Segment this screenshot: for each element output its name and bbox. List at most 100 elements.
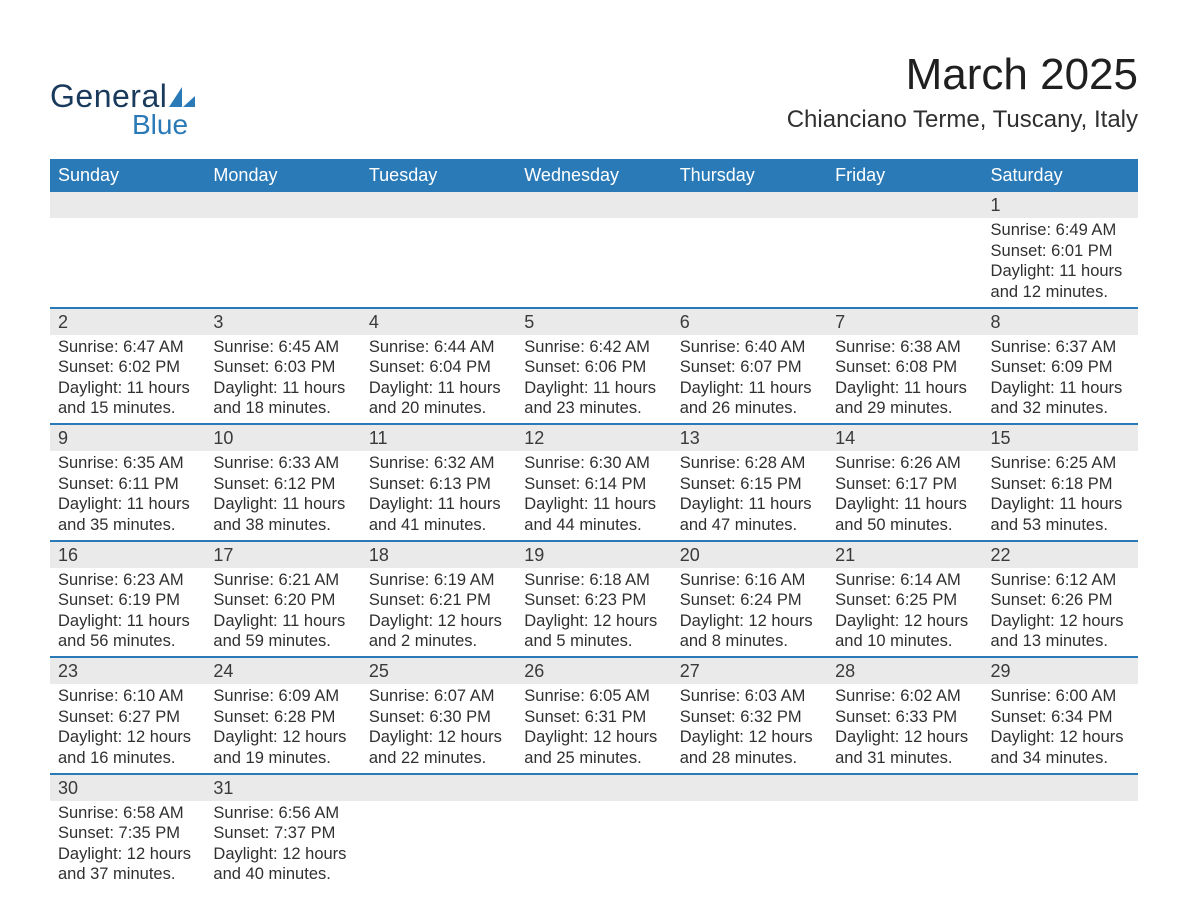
day-sunrise: Sunrise: 6:21 AM bbox=[213, 570, 352, 591]
day-d1: Daylight: 12 hours bbox=[58, 844, 197, 865]
day-number-cell bbox=[361, 774, 516, 801]
day-cell-body: Sunrise: 6:21 AMSunset: 6:20 PMDaylight:… bbox=[205, 568, 360, 657]
day-number: 14 bbox=[827, 425, 982, 451]
day-cell: Sunrise: 6:19 AMSunset: 6:21 PMDaylight:… bbox=[361, 568, 516, 658]
day-d1: Daylight: 11 hours bbox=[835, 378, 974, 399]
day-number: 1 bbox=[983, 192, 1138, 218]
day-number-cell: 11 bbox=[361, 424, 516, 451]
day-d1: Daylight: 11 hours bbox=[680, 494, 819, 515]
day-cell-body: Sunrise: 6:56 AMSunset: 7:37 PMDaylight:… bbox=[205, 801, 360, 890]
day-cell bbox=[516, 801, 671, 890]
day-cell: Sunrise: 6:49 AMSunset: 6:01 PMDaylight:… bbox=[983, 218, 1138, 308]
day-number-cell: 5 bbox=[516, 308, 671, 335]
day-d2: and 2 minutes. bbox=[369, 631, 508, 652]
day-cell: Sunrise: 6:18 AMSunset: 6:23 PMDaylight:… bbox=[516, 568, 671, 658]
day-number: 2 bbox=[50, 309, 205, 335]
day-d2: and 44 minutes. bbox=[524, 515, 663, 536]
day-cell-body bbox=[361, 218, 516, 224]
day-sunset: Sunset: 6:28 PM bbox=[213, 707, 352, 728]
day-sunrise: Sunrise: 6:25 AM bbox=[991, 453, 1130, 474]
day-d2: and 13 minutes. bbox=[991, 631, 1130, 652]
day-d2: and 53 minutes. bbox=[991, 515, 1130, 536]
day-d2: and 5 minutes. bbox=[524, 631, 663, 652]
day-sunrise: Sunrise: 6:16 AM bbox=[680, 570, 819, 591]
day-d1: Daylight: 11 hours bbox=[680, 378, 819, 399]
calendar-page: General Blue March 2025 Chianciano Terme… bbox=[0, 0, 1188, 919]
day-d1: Daylight: 12 hours bbox=[369, 611, 508, 632]
weekday-header: Friday bbox=[827, 159, 982, 192]
day-sunset: Sunset: 6:11 PM bbox=[58, 474, 197, 495]
day-cell-body bbox=[672, 801, 827, 807]
day-d1: Daylight: 12 hours bbox=[58, 727, 197, 748]
day-sunset: Sunset: 6:34 PM bbox=[991, 707, 1130, 728]
weekday-header: Monday bbox=[205, 159, 360, 192]
day-d1: Daylight: 12 hours bbox=[213, 844, 352, 865]
day-d1: Daylight: 11 hours bbox=[991, 378, 1130, 399]
day-d2: and 35 minutes. bbox=[58, 515, 197, 536]
day-d1: Daylight: 11 hours bbox=[213, 611, 352, 632]
day-sunrise: Sunrise: 6:33 AM bbox=[213, 453, 352, 474]
day-d1: Daylight: 12 hours bbox=[835, 727, 974, 748]
day-cell bbox=[516, 218, 671, 308]
day-cell-body: Sunrise: 6:40 AMSunset: 6:07 PMDaylight:… bbox=[672, 335, 827, 424]
day-number: 3 bbox=[205, 309, 360, 335]
daynum-row: 1 bbox=[50, 192, 1138, 218]
day-sunrise: Sunrise: 6:00 AM bbox=[991, 686, 1130, 707]
day-d2: and 15 minutes. bbox=[58, 398, 197, 419]
weekday-header: Tuesday bbox=[361, 159, 516, 192]
day-cell-body bbox=[361, 801, 516, 807]
day-sunrise: Sunrise: 6:19 AM bbox=[369, 570, 508, 591]
week-body-row: Sunrise: 6:10 AMSunset: 6:27 PMDaylight:… bbox=[50, 684, 1138, 774]
day-d1: Daylight: 11 hours bbox=[835, 494, 974, 515]
day-cell-body bbox=[672, 218, 827, 224]
day-cell-body: Sunrise: 6:45 AMSunset: 6:03 PMDaylight:… bbox=[205, 335, 360, 424]
day-sunset: Sunset: 6:18 PM bbox=[991, 474, 1130, 495]
day-number-cell bbox=[983, 774, 1138, 801]
day-cell bbox=[672, 801, 827, 890]
day-d1: Daylight: 11 hours bbox=[58, 378, 197, 399]
day-sunrise: Sunrise: 6:32 AM bbox=[369, 453, 508, 474]
day-cell-body: Sunrise: 6:07 AMSunset: 6:30 PMDaylight:… bbox=[361, 684, 516, 773]
day-d1: Daylight: 12 hours bbox=[835, 611, 974, 632]
day-number-cell: 21 bbox=[827, 541, 982, 568]
day-d1: Daylight: 12 hours bbox=[680, 727, 819, 748]
week-body-row: Sunrise: 6:23 AMSunset: 6:19 PMDaylight:… bbox=[50, 568, 1138, 658]
day-number-cell: 7 bbox=[827, 308, 982, 335]
day-number-cell: 24 bbox=[205, 657, 360, 684]
day-number-cell bbox=[361, 192, 516, 218]
day-number-cell: 6 bbox=[672, 308, 827, 335]
day-d1: Daylight: 12 hours bbox=[991, 611, 1130, 632]
day-cell-body: Sunrise: 6:58 AMSunset: 7:35 PMDaylight:… bbox=[50, 801, 205, 890]
day-cell: Sunrise: 6:16 AMSunset: 6:24 PMDaylight:… bbox=[672, 568, 827, 658]
day-number-cell: 23 bbox=[50, 657, 205, 684]
day-d1: Daylight: 12 hours bbox=[680, 611, 819, 632]
day-sunset: Sunset: 6:23 PM bbox=[524, 590, 663, 611]
day-cell: Sunrise: 6:30 AMSunset: 6:14 PMDaylight:… bbox=[516, 451, 671, 541]
day-cell bbox=[361, 801, 516, 890]
day-number: 8 bbox=[983, 309, 1138, 335]
day-d1: Daylight: 11 hours bbox=[58, 494, 197, 515]
day-cell-body: Sunrise: 6:14 AMSunset: 6:25 PMDaylight:… bbox=[827, 568, 982, 657]
day-cell: Sunrise: 6:45 AMSunset: 6:03 PMDaylight:… bbox=[205, 335, 360, 425]
day-d2: and 28 minutes. bbox=[680, 748, 819, 769]
day-sunset: Sunset: 6:24 PM bbox=[680, 590, 819, 611]
day-sunset: Sunset: 6:26 PM bbox=[991, 590, 1130, 611]
day-d2: and 18 minutes. bbox=[213, 398, 352, 419]
day-d2: and 20 minutes. bbox=[369, 398, 508, 419]
day-d1: Daylight: 11 hours bbox=[369, 378, 508, 399]
day-number-cell: 12 bbox=[516, 424, 671, 451]
weekday-header: Sunday bbox=[50, 159, 205, 192]
day-number-cell: 19 bbox=[516, 541, 671, 568]
day-sunset: Sunset: 6:13 PM bbox=[369, 474, 508, 495]
day-cell-body bbox=[983, 801, 1138, 807]
day-d2: and 47 minutes. bbox=[680, 515, 819, 536]
day-cell: Sunrise: 6:42 AMSunset: 6:06 PMDaylight:… bbox=[516, 335, 671, 425]
day-sunrise: Sunrise: 6:28 AM bbox=[680, 453, 819, 474]
day-number: 24 bbox=[205, 658, 360, 684]
day-number-cell: 2 bbox=[50, 308, 205, 335]
day-cell-body bbox=[827, 218, 982, 224]
day-d2: and 12 minutes. bbox=[991, 282, 1130, 303]
weekday-header: Wednesday bbox=[516, 159, 671, 192]
day-cell-body: Sunrise: 6:23 AMSunset: 6:19 PMDaylight:… bbox=[50, 568, 205, 657]
day-number: 22 bbox=[983, 542, 1138, 568]
